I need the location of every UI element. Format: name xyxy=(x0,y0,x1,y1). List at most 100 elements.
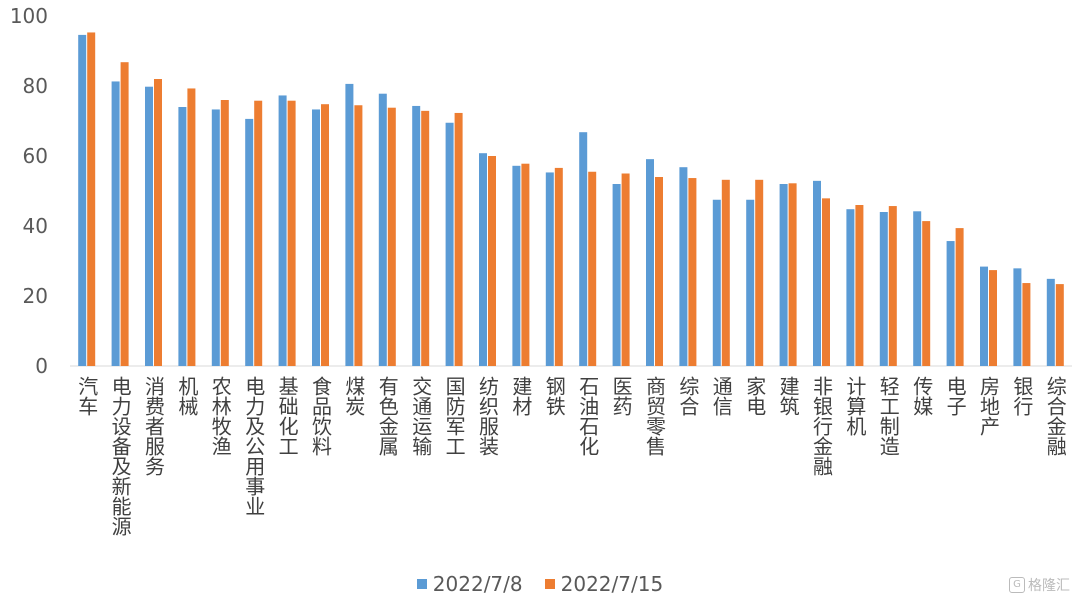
bar-series-1-10 xyxy=(412,105,421,366)
legend-swatch-series-1 xyxy=(416,579,427,589)
bar-series-1-22 xyxy=(813,180,821,366)
bar-series-2-14 xyxy=(554,167,563,366)
bar-series-1-0 xyxy=(78,34,87,367)
bar-series-2-1 xyxy=(120,62,129,366)
watermark-text: 格隆汇 xyxy=(1028,578,1070,594)
bar-series-2-9 xyxy=(387,107,396,366)
x-tick-label: 交通运输 xyxy=(408,376,433,456)
bar-series-1-20 xyxy=(746,199,755,366)
bar-series-1-23 xyxy=(846,209,855,366)
x-tick-label: 电子 xyxy=(943,376,968,416)
x-tick-label: 家电 xyxy=(742,376,767,416)
bar-series-1-27 xyxy=(980,266,988,366)
x-tick-label: 银行 xyxy=(1009,376,1034,416)
bar-series-1-13 xyxy=(512,165,521,366)
x-tick-label: 农林牧渔 xyxy=(208,376,233,456)
y-tick-label: 20 xyxy=(22,284,48,308)
bar-series-2-7 xyxy=(321,104,329,366)
x-tick-label: 汽车 xyxy=(74,376,99,416)
legend: 2022/7/8 2022/7/15 xyxy=(0,572,1080,596)
bar-series-1-9 xyxy=(378,93,387,366)
bar-series-1-8 xyxy=(345,83,354,367)
bar-series-2-19 xyxy=(721,179,730,366)
bar-series-2-15 xyxy=(588,171,597,366)
bar-series-2-23 xyxy=(855,205,864,366)
legend-item-series-2: 2022/7/15 xyxy=(544,572,664,596)
bar-series-1-5 xyxy=(245,118,254,367)
legend-label-series-1: 2022/7/8 xyxy=(432,572,523,596)
x-tick-label: 医药 xyxy=(609,376,634,416)
x-tick-label: 房地产 xyxy=(976,376,1001,436)
x-tick-label: 石油石化 xyxy=(575,376,600,456)
bar-series-1-3 xyxy=(178,107,187,366)
bar-series-2-27 xyxy=(989,270,997,366)
bar-series-2-3 xyxy=(187,88,196,366)
bar-series-2-17 xyxy=(655,177,663,366)
bar-series-1-26 xyxy=(946,241,955,366)
logo-icon: G xyxy=(1009,577,1025,593)
x-tick-label: 纺织服装 xyxy=(475,376,500,456)
bar-series-2-21 xyxy=(788,183,797,366)
bar-series-2-16 xyxy=(621,173,630,366)
x-tick-label: 基础化工 xyxy=(275,376,300,456)
y-tick-label: 0 xyxy=(35,354,48,378)
bar-series-1-28 xyxy=(1013,268,1022,366)
x-tick-label: 商贸零售 xyxy=(642,376,667,456)
y-tick-label: 100 xyxy=(9,4,48,28)
bar-series-1-4 xyxy=(211,109,220,366)
x-tick-label: 电力设备及新能源 xyxy=(108,376,133,536)
bar-series-2-24 xyxy=(888,206,897,366)
legend-item-series-1: 2022/7/8 xyxy=(416,572,523,596)
x-tick-label: 非银行金融 xyxy=(809,376,834,476)
x-tick-label: 煤炭 xyxy=(341,376,366,416)
x-tick-label: 钢铁 xyxy=(542,376,567,416)
x-tick-label: 建材 xyxy=(508,376,533,416)
x-tick-label: 建筑 xyxy=(776,376,801,416)
bar-series-2-8 xyxy=(354,105,363,366)
watermark-logo: G 格隆汇 xyxy=(1009,575,1070,595)
y-tick-label: 60 xyxy=(22,144,48,168)
bar-series-1-11 xyxy=(445,122,454,366)
bar-series-1-7 xyxy=(312,109,320,366)
bar-series-2-10 xyxy=(421,110,430,366)
bars-group xyxy=(78,32,1064,367)
y-tick-label: 40 xyxy=(22,214,48,238)
bar-series-2-12 xyxy=(488,156,496,366)
bar-series-2-26 xyxy=(955,228,964,366)
bar-series-1-18 xyxy=(679,167,688,366)
x-tick-label: 轻工制造 xyxy=(876,376,901,456)
bar-series-1-16 xyxy=(612,184,621,366)
legend-label-series-2: 2022/7/15 xyxy=(560,572,664,596)
bar-series-2-13 xyxy=(521,163,530,366)
x-tick-label: 机械 xyxy=(174,376,199,416)
bar-series-1-12 xyxy=(479,153,487,366)
bar-series-2-25 xyxy=(922,221,931,366)
x-tick-label: 国防军工 xyxy=(442,376,467,456)
bar-series-1-2 xyxy=(145,86,153,366)
bar-series-1-17 xyxy=(646,159,654,366)
bar-series-1-1 xyxy=(111,81,120,366)
legend-swatch-series-2 xyxy=(544,579,555,589)
bar-series-2-20 xyxy=(755,179,764,366)
bar-series-2-28 xyxy=(1022,283,1031,366)
bar-series-1-15 xyxy=(579,132,588,366)
x-tick-label: 通信 xyxy=(709,376,734,416)
bar-series-1-6 xyxy=(278,95,287,366)
x-tick-label: 综合 xyxy=(675,376,700,416)
x-tick-label: 有色金属 xyxy=(375,376,400,456)
bar-series-1-19 xyxy=(712,199,721,366)
bar-series-2-0 xyxy=(87,32,96,366)
bar-series-1-24 xyxy=(879,212,888,366)
bar-series-1-25 xyxy=(913,211,922,366)
bar-series-2-22 xyxy=(822,198,830,366)
x-tick-label: 食品饮料 xyxy=(308,376,333,456)
bar-series-2-2 xyxy=(154,79,162,366)
x-tick-label: 综合金融 xyxy=(1043,376,1068,456)
bar-series-2-4 xyxy=(220,100,229,366)
x-tick-label: 电力及公用事业 xyxy=(241,376,266,516)
x-tick-label: 计算机 xyxy=(842,376,867,436)
bar-series-2-11 xyxy=(454,112,463,366)
bar-series-2-6 xyxy=(287,100,296,366)
y-tick-label: 80 xyxy=(22,74,48,98)
